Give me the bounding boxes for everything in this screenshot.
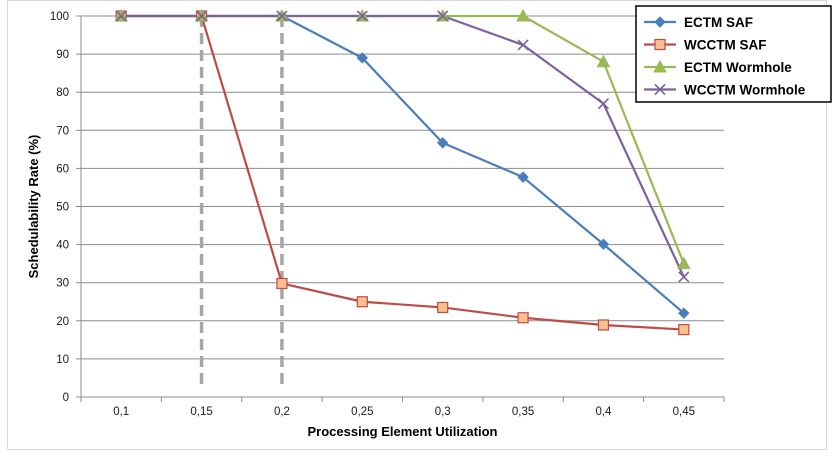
square-marker: [597, 319, 610, 331]
x-tick-label: 0,45: [673, 406, 695, 418]
legend: ECTM SAF WCCTM SAF ECTM Wormhole WCCTM Worm…: [635, 5, 832, 103]
x-marker-stroke: [517, 39, 529, 51]
diamond-marker: [654, 16, 666, 28]
legend-item: ECTM SAF: [644, 15, 753, 30]
x-tick-labels: 0,1 0,15 0,2 0,25 0,3 0,35 0,4 0,45: [113, 406, 695, 418]
triangle-marker: [516, 8, 530, 22]
diamond-marker: [436, 137, 449, 149]
y-tick-label: 40: [56, 240, 69, 252]
x-axis-title: Processing Element Utilization: [308, 424, 498, 439]
legend-item: WCCTM Wormhole: [644, 83, 806, 98]
x-marker-stroke: [597, 98, 610, 110]
x-tick-label: 0,4: [595, 406, 612, 418]
x-tick-label: 0,35: [512, 406, 534, 418]
square-marker: [437, 301, 449, 314]
x-marker-stroke: [678, 271, 690, 283]
square-marker: [654, 38, 666, 51]
y-tick-label: 60: [56, 163, 69, 175]
y-tick-label: 100: [50, 11, 69, 23]
triangle-marker: [596, 54, 611, 68]
series-markers: [115, 10, 690, 283]
legend-label: WCCTM Wormhole: [684, 83, 806, 98]
x-marker-stroke: [437, 10, 449, 22]
square-marker: [678, 323, 690, 336]
legend-item: WCCTM SAF: [644, 38, 766, 53]
x-tick-label: 0,15: [190, 406, 212, 418]
series-line: [121, 14, 684, 331]
square-marker: [276, 277, 288, 290]
reference-lines: [199, 16, 284, 389]
y-tick-label: 20: [56, 316, 69, 328]
legend-label: WCCTM SAF: [684, 38, 766, 53]
diamond-marker: [517, 171, 529, 183]
diamond-marker: [356, 52, 369, 64]
legend-box: [635, 5, 832, 103]
y-tick-label: 30: [56, 278, 69, 290]
series-line: [121, 14, 685, 278]
y-tick-label: 80: [56, 87, 69, 99]
x-tick-label: 0,25: [351, 406, 373, 418]
x-marker-stroke: [654, 83, 666, 96]
series-group: [114, 8, 691, 336]
triangle-marker: [676, 256, 691, 270]
y-tick-label: 70: [56, 125, 69, 137]
legend-item: ECTM Wormhole: [644, 59, 792, 75]
triangle-marker: [653, 59, 667, 73]
x-tick-label: 0,3: [435, 406, 451, 418]
legend-label: ECTM SAF: [684, 15, 753, 30]
square-marker: [517, 312, 529, 324]
y-tick-label: 50: [56, 202, 69, 214]
series-line: [121, 14, 685, 265]
y-tick-label: 10: [56, 354, 69, 366]
x-marker-stroke: [195, 10, 208, 22]
diamond-marker: [678, 307, 690, 319]
square-marker: [356, 296, 368, 308]
x-marker-stroke: [356, 10, 368, 22]
x-marker-stroke: [115, 10, 127, 22]
diamond-marker: [597, 238, 610, 250]
y-axis-title: Schedulability Rate (%): [26, 135, 41, 279]
x-tick-label: 0,2: [274, 406, 290, 418]
y-tick-label: 0: [63, 392, 69, 404]
axes: [76, 15, 725, 402]
y-tick-labels: 0 10 20 30 40 50 60 70 80 90 100: [50, 11, 69, 404]
x-marker-stroke: [276, 10, 288, 22]
y-tick-label: 90: [56, 49, 69, 61]
gridlines: [81, 15, 724, 360]
legend-label: ECTM Wormhole: [684, 60, 792, 75]
x-tick-label: 0,1: [113, 406, 129, 418]
